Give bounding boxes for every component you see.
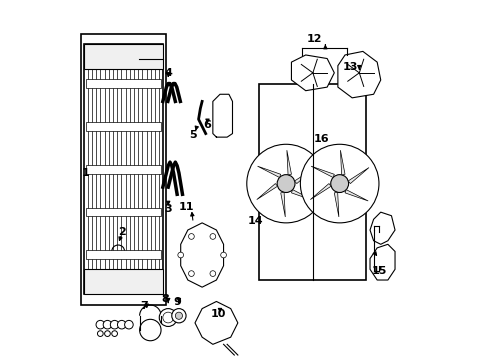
Bar — [84, 44, 163, 69]
Circle shape — [331, 175, 348, 193]
Polygon shape — [345, 190, 368, 201]
Text: 13: 13 — [343, 63, 358, 72]
Polygon shape — [292, 55, 334, 91]
Text: 11: 11 — [178, 202, 194, 212]
Circle shape — [163, 312, 173, 323]
Circle shape — [96, 320, 104, 329]
Polygon shape — [195, 301, 238, 344]
Text: 6: 6 — [203, 120, 211, 130]
Text: 15: 15 — [371, 266, 387, 276]
Circle shape — [140, 319, 161, 341]
Polygon shape — [287, 150, 292, 175]
Polygon shape — [213, 94, 232, 137]
Circle shape — [178, 252, 184, 258]
Text: 14: 14 — [247, 216, 263, 226]
Text: 4: 4 — [164, 68, 172, 78]
Circle shape — [175, 312, 182, 319]
Text: 5: 5 — [190, 130, 197, 140]
Polygon shape — [348, 167, 369, 184]
Circle shape — [112, 245, 124, 258]
Text: 16: 16 — [314, 134, 330, 144]
Bar — [259, 84, 367, 280]
Circle shape — [210, 234, 216, 239]
Circle shape — [300, 144, 379, 223]
Circle shape — [112, 331, 118, 337]
Bar — [86, 79, 161, 88]
Bar — [81, 33, 167, 305]
Polygon shape — [341, 150, 345, 175]
Circle shape — [210, 271, 216, 276]
Circle shape — [172, 309, 186, 323]
Text: 8: 8 — [162, 294, 170, 303]
Bar — [86, 250, 161, 259]
Bar — [86, 165, 161, 174]
Circle shape — [220, 252, 226, 258]
Bar — [84, 44, 163, 294]
Circle shape — [189, 271, 194, 276]
Bar — [86, 207, 161, 216]
Circle shape — [189, 234, 194, 239]
Text: 1: 1 — [82, 168, 90, 178]
Polygon shape — [310, 184, 331, 199]
Circle shape — [103, 320, 112, 329]
Circle shape — [159, 309, 177, 327]
Text: 10: 10 — [211, 309, 226, 319]
Circle shape — [110, 320, 119, 329]
Bar — [86, 122, 161, 131]
Text: 7: 7 — [141, 301, 148, 311]
Polygon shape — [370, 212, 395, 244]
Circle shape — [104, 331, 110, 337]
Polygon shape — [338, 51, 381, 98]
Circle shape — [124, 320, 133, 329]
Circle shape — [277, 175, 295, 193]
Polygon shape — [181, 223, 223, 287]
Text: 12: 12 — [306, 34, 322, 44]
Polygon shape — [281, 192, 285, 217]
Bar — [84, 269, 163, 294]
Text: 2: 2 — [118, 227, 125, 237]
Polygon shape — [294, 167, 316, 184]
Text: 9: 9 — [173, 297, 181, 307]
Polygon shape — [257, 184, 277, 199]
Polygon shape — [258, 166, 281, 177]
Text: 3: 3 — [164, 203, 172, 213]
Circle shape — [98, 331, 103, 337]
Polygon shape — [370, 244, 395, 280]
Circle shape — [118, 320, 126, 329]
Polygon shape — [334, 192, 339, 217]
Circle shape — [247, 144, 325, 223]
Polygon shape — [292, 190, 315, 201]
Polygon shape — [311, 166, 334, 177]
